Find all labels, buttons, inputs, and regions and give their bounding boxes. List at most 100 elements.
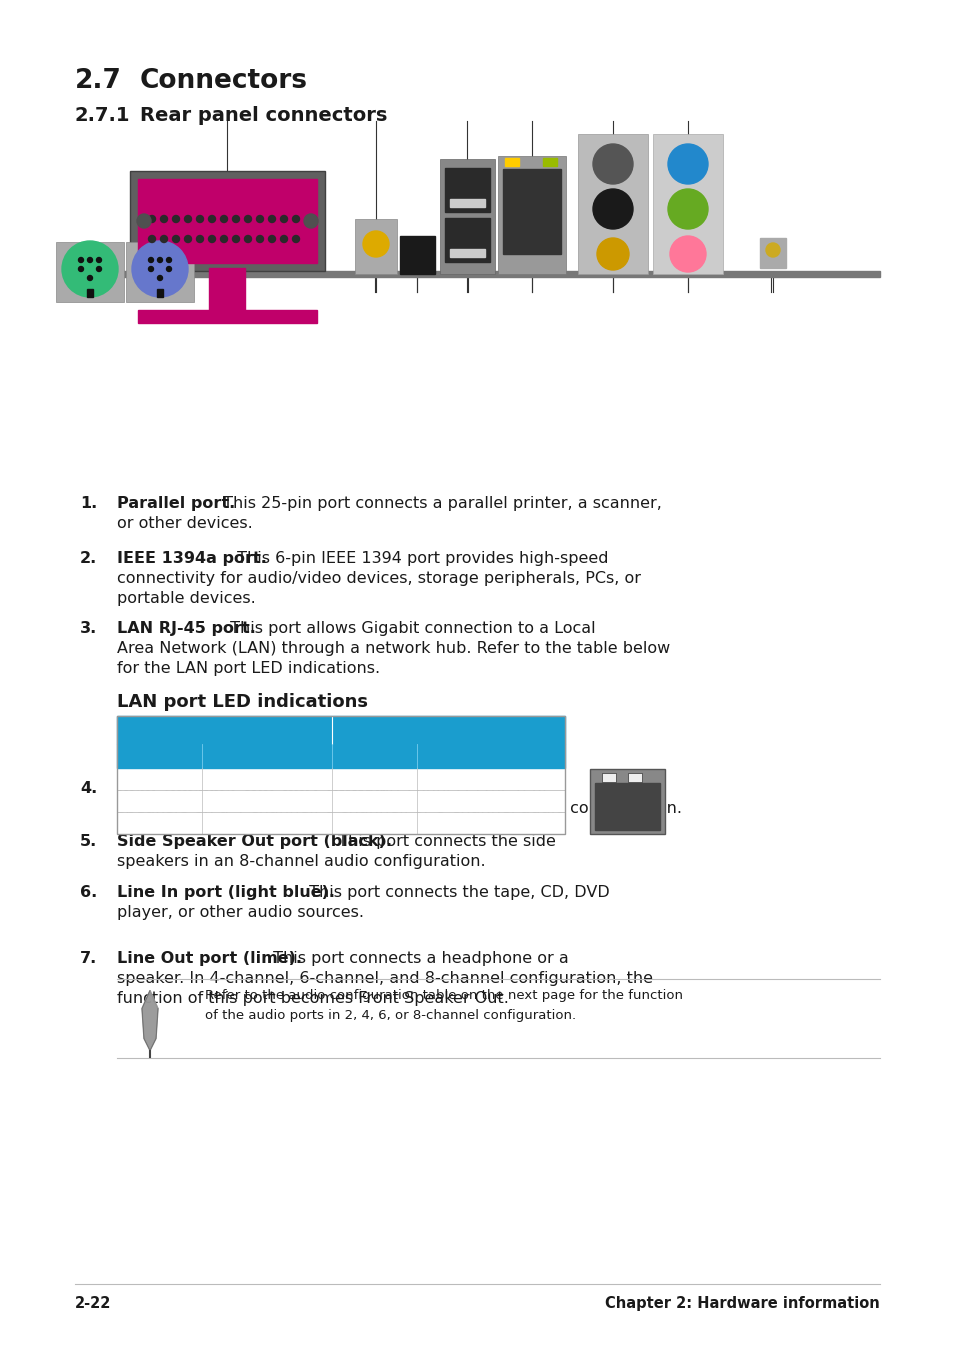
Text: 4.: 4.	[80, 781, 97, 796]
Circle shape	[256, 235, 263, 242]
Text: GREEN: GREEN	[123, 794, 167, 808]
Bar	[652, 134, 722, 274]
Circle shape	[149, 266, 153, 272]
Text: BLINKING: BLINKING	[123, 816, 182, 830]
Circle shape	[293, 235, 299, 242]
Circle shape	[149, 216, 155, 223]
Circle shape	[62, 240, 118, 297]
Circle shape	[167, 266, 172, 272]
Circle shape	[593, 189, 633, 230]
Text: Connectors: Connectors	[140, 68, 308, 95]
Text: Status: Status	[352, 750, 396, 762]
Text: This port connects the tape, CD, DVD: This port connects the tape, CD, DVD	[304, 885, 609, 900]
Polygon shape	[142, 990, 158, 1051]
Text: 7.: 7.	[80, 951, 97, 966]
Bar	[595, 784, 659, 830]
Bar	[56, 242, 124, 303]
Bar	[627, 773, 641, 782]
Text: ACT/LINK LED: ACT/LINK LED	[173, 724, 275, 736]
Text: 1.: 1.	[80, 496, 97, 511]
Text: speaker. In 4-channel, 6-channel, and 8-channel configuration, the: speaker. In 4-channel, 6-channel, and 8-…	[117, 971, 652, 986]
Text: LAN port LED indications: LAN port LED indications	[117, 693, 368, 711]
Circle shape	[220, 235, 227, 242]
Text: Data activity: Data activity	[208, 816, 288, 830]
Text: OFF: OFF	[123, 773, 147, 785]
Circle shape	[669, 236, 705, 272]
Circle shape	[268, 216, 275, 223]
Circle shape	[244, 235, 252, 242]
Bar	[117, 716, 564, 744]
Circle shape	[88, 258, 92, 262]
Text: of the audio ports in 2, 4, 6, or 8-channel configuration.: of the audio ports in 2, 4, 6, or 8-chan…	[205, 1009, 576, 1021]
Text: Rear Speaker Out port (gray).: Rear Speaker Out port (gray).	[117, 781, 386, 796]
Bar	[355, 219, 396, 274]
Circle shape	[293, 216, 299, 223]
Bar	[117, 716, 564, 834]
Bar	[578, 134, 647, 274]
Circle shape	[167, 258, 172, 262]
Circle shape	[184, 216, 192, 223]
Text: This port connects the rear: This port connects the rear	[326, 781, 548, 796]
Text: or other devices.: or other devices.	[117, 516, 253, 531]
Circle shape	[160, 235, 168, 242]
Bar	[497, 155, 565, 274]
Circle shape	[157, 276, 162, 281]
Bar	[87, 289, 92, 297]
Text: LAN RJ-45 port.: LAN RJ-45 port.	[117, 621, 255, 636]
Circle shape	[593, 145, 633, 184]
Text: 2-22: 2-22	[75, 1296, 112, 1310]
Circle shape	[667, 145, 707, 184]
Circle shape	[172, 235, 179, 242]
Bar	[117, 812, 564, 834]
Bar	[589, 769, 664, 834]
Bar	[450, 199, 484, 207]
Bar	[75, 272, 879, 277]
Text: OFF: OFF	[337, 773, 362, 785]
Circle shape	[184, 235, 192, 242]
Circle shape	[88, 276, 92, 281]
Text: connectivity for audio/video devices, storage peripherals, PCs, or: connectivity for audio/video devices, st…	[117, 571, 640, 586]
Text: Refer to the audio configuration table on the next page for the function: Refer to the audio configuration table o…	[205, 989, 682, 1002]
Circle shape	[667, 189, 707, 230]
Circle shape	[304, 213, 317, 228]
Circle shape	[209, 216, 215, 223]
Text: Parallel port.: Parallel port.	[117, 496, 235, 511]
Text: 5.: 5.	[80, 834, 97, 848]
Circle shape	[96, 266, 101, 272]
Bar	[444, 218, 490, 262]
Text: portable devices.: portable devices.	[117, 590, 255, 607]
Bar	[209, 267, 245, 313]
Text: speakers in an 8-channel audio configuration.: speakers in an 8-channel audio configura…	[117, 854, 485, 869]
Text: This port allows Gigabit connection to a Local: This port allows Gigabit connection to a…	[225, 621, 595, 636]
Circle shape	[280, 235, 287, 242]
Text: 100 Mbps connection: 100 Mbps connection	[422, 794, 557, 808]
Text: This port connects the side: This port connects the side	[333, 834, 556, 848]
Bar	[504, 158, 518, 166]
Bar	[138, 309, 316, 323]
Text: Status: Status	[136, 750, 182, 762]
Text: This 6-pin IEEE 1394 port provides high-speed: This 6-pin IEEE 1394 port provides high-…	[232, 551, 608, 566]
Text: 1 Gbps connection: 1 Gbps connection	[422, 816, 539, 830]
Bar	[157, 289, 163, 297]
Bar	[126, 242, 193, 303]
Bar	[444, 168, 490, 212]
Circle shape	[363, 231, 389, 257]
Circle shape	[149, 235, 155, 242]
Text: GREEN: GREEN	[337, 816, 381, 830]
Circle shape	[137, 213, 151, 228]
Circle shape	[196, 235, 203, 242]
Text: Description: Description	[451, 750, 531, 762]
Text: No link: No link	[208, 773, 251, 785]
Circle shape	[220, 216, 227, 223]
Text: function of this port becomes Front Speaker Out.: function of this port becomes Front Spea…	[117, 992, 508, 1006]
Circle shape	[157, 258, 162, 262]
Bar	[117, 767, 564, 790]
Circle shape	[233, 216, 239, 223]
Bar	[138, 178, 316, 263]
Text: Rear panel connectors: Rear panel connectors	[140, 105, 387, 126]
Bar	[130, 172, 325, 272]
Text: This 25-pin port connects a parallel printer, a scanner,: This 25-pin port connects a parallel pri…	[217, 496, 661, 511]
Circle shape	[78, 258, 84, 262]
Text: 2.7: 2.7	[75, 68, 122, 95]
Text: This port connects a headphone or a: This port connects a headphone or a	[268, 951, 568, 966]
